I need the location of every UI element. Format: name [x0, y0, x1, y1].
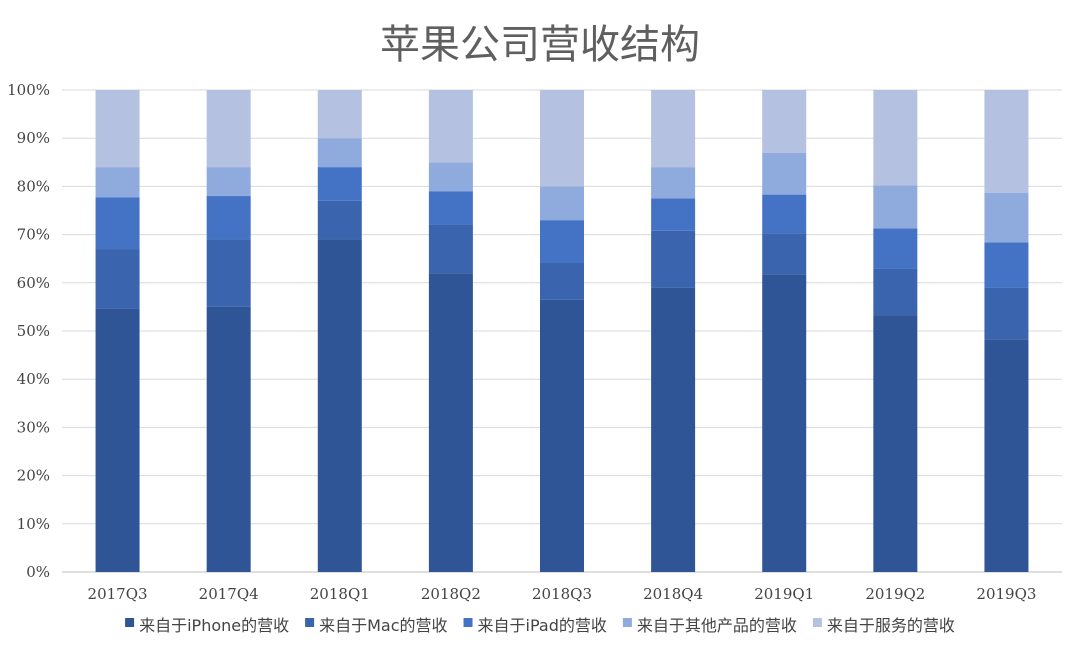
bar-segment [317, 138, 362, 168]
bar-segment [762, 194, 807, 234]
bar-segment [317, 200, 362, 240]
bar-segment [428, 191, 473, 225]
bar-segment [428, 90, 473, 163]
bar-segment [95, 167, 140, 198]
x-tick-label: 2017Q3 [88, 585, 148, 603]
bar-segment [762, 274, 807, 572]
bar-segment [206, 239, 251, 307]
bar-segment [540, 90, 584, 187]
bar-segment [95, 197, 140, 250]
legend-label: 来自于iPad的营收 [478, 616, 607, 635]
legend-swatch [463, 618, 473, 627]
y-tick-label: 80% [17, 177, 50, 195]
bar-segment [651, 167, 696, 199]
y-tick-label: 70% [17, 226, 50, 244]
bar-segment [651, 198, 696, 231]
bar-segment [206, 90, 251, 168]
y-tick-label: 100% [7, 81, 50, 99]
y-tick-label: 40% [17, 370, 50, 388]
legend-label: 来自于Mac的营收 [319, 616, 447, 635]
bar-segment [317, 239, 362, 573]
bar-segment [873, 228, 918, 269]
y-tick-label: 30% [17, 418, 50, 436]
legend-item: 来自于iPad的营收 [463, 616, 607, 635]
bar-segment [206, 196, 251, 240]
bar-segment [651, 230, 696, 288]
y-tick-label: 60% [17, 274, 50, 292]
bar-segment [206, 167, 251, 197]
x-tick-label: 2019Q1 [754, 585, 814, 603]
x-axis-ticks: 2017Q3 2017Q4 2018Q1 2018Q2 2018Q3 2018Q4 2019… [88, 585, 1037, 603]
x-tick-label: 2019Q2 [865, 585, 925, 603]
legend-label: 来自于服务的营收 [827, 616, 955, 635]
legend-item: 来自于Mac的营收 [305, 616, 448, 635]
bar-segment [95, 90, 140, 168]
legend-swatch [305, 618, 315, 627]
bar-segment [540, 262, 584, 300]
bar-segment [540, 186, 584, 221]
bar-segment [984, 287, 1029, 340]
legend-item: 来自于其他产品的营收 [622, 616, 797, 635]
legend: 来自于iPhone的营收 来自于Mac的营收 来自于iPad的营收 来自于其他产品的营… [125, 616, 955, 635]
legend-label: 来自于其他产品的营收 [637, 616, 797, 635]
bar-segment [873, 268, 918, 316]
y-tick-label: 90% [17, 129, 50, 147]
bar-segment [95, 308, 140, 572]
bar-segment [651, 90, 696, 168]
bar-segment [873, 185, 918, 229]
bar-segment [206, 306, 251, 572]
x-tick-label: 2018Q1 [310, 585, 370, 603]
bar-segment [317, 167, 362, 201]
legend-label: 来自于iPhone的营收 [139, 616, 289, 635]
bar-segment [540, 220, 584, 263]
bar-segment [428, 224, 473, 274]
bar-segment [984, 90, 1029, 193]
bar-segment [540, 299, 584, 572]
bar-segment [317, 90, 362, 139]
y-tick-label: 50% [17, 322, 50, 340]
bar-segment [428, 273, 473, 572]
legend-swatch [622, 618, 632, 627]
legend-item: 来自于服务的营收 [812, 616, 955, 635]
bar-segment [873, 315, 918, 572]
bar-segment [984, 339, 1029, 572]
x-tick-label: 2018Q2 [421, 585, 481, 603]
y-tick-label: 20% [17, 467, 50, 485]
bar-segment [95, 249, 140, 309]
bar-segment [762, 152, 807, 195]
bar-segment [428, 162, 473, 192]
legend-swatch [812, 618, 822, 627]
bar-segment [651, 287, 696, 572]
bar-segment [984, 242, 1029, 288]
legend-swatch [125, 618, 135, 627]
bar-segment [762, 90, 807, 153]
bar-segment [873, 90, 918, 186]
y-tick-label: 10% [17, 515, 50, 533]
x-tick-label: 2017Q4 [199, 585, 259, 603]
chart-title: 苹果公司营收结构 [380, 22, 700, 68]
bars [95, 90, 1029, 573]
bar-segment [762, 233, 807, 275]
bar-segment [984, 192, 1029, 243]
x-tick-label: 2018Q3 [532, 585, 592, 603]
y-axis-ticks: 0% 10% 20% 30% 40% 50% 60% 70% 80% 90% 100% [7, 81, 50, 581]
x-tick-label: 2018Q4 [643, 585, 703, 603]
x-tick-label: 2019Q3 [976, 585, 1036, 603]
legend-item: 来自于iPhone的营收 [125, 616, 289, 635]
y-tick-label: 0% [26, 563, 50, 581]
